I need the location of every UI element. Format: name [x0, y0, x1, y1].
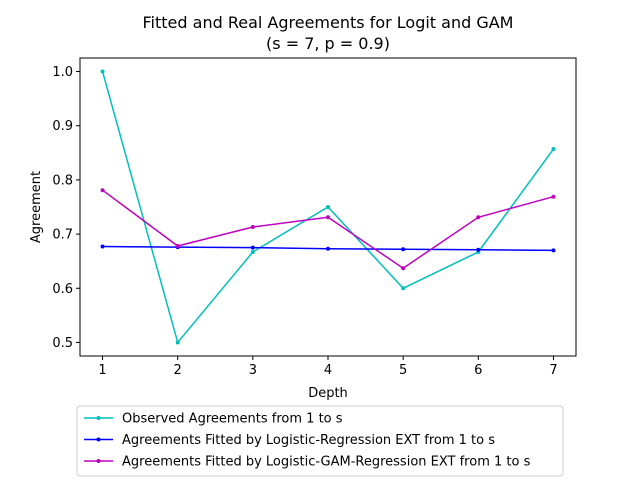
- chart-title: Fitted and Real Agreements for Logit and…: [143, 13, 514, 32]
- data-point-series-1: [175, 340, 180, 345]
- legend-label-3: Agreements Fitted by Logistic-GAM-Regres…: [122, 455, 531, 470]
- data-point-series-1: [401, 286, 406, 291]
- y-axis: 0.5 0.6 0.7 0.8 0.9 1.0: [52, 65, 80, 351]
- x-axis-label: Depth: [308, 386, 348, 401]
- x-tick-label: 6: [474, 363, 482, 378]
- y-axis-label: Agreement: [29, 171, 44, 243]
- data-point-series-3: [250, 225, 255, 230]
- legend-label-1: Observed Agreements from 1 to s: [122, 412, 343, 427]
- data-point-series-1: [100, 69, 105, 74]
- data-point-series-2: [100, 244, 105, 249]
- data-point-series-1: [551, 147, 556, 152]
- legend-marker-2: [96, 437, 101, 442]
- y-tick-label: 0.5: [52, 336, 73, 351]
- data-point-series-3: [100, 188, 105, 193]
- data-point-series-2: [476, 247, 481, 252]
- data-point-series-2: [551, 248, 556, 253]
- data-point-series-2: [401, 247, 406, 252]
- data-point-series-3: [175, 244, 180, 249]
- data-point-series-3: [326, 215, 330, 220]
- data-point-series-3: [551, 194, 556, 199]
- data-point-series-1: [326, 205, 330, 209]
- y-tick-label: 0.9: [52, 119, 73, 134]
- x-tick-label: 3: [249, 363, 257, 378]
- legend-box: [76, 405, 564, 477]
- data-point-series-3: [476, 215, 481, 220]
- legend: Observed Agreements from 1 to s Agreement…: [76, 405, 564, 477]
- x-tick-label: 2: [174, 363, 182, 378]
- x-tick-label: 5: [399, 363, 407, 378]
- series-line-3: [102, 189, 554, 270]
- y-tick-label: 0.6: [52, 282, 73, 297]
- plot-area: [100, 69, 556, 345]
- x-tick-label: 1: [98, 363, 106, 378]
- x-axis: 1 2 3 4 5 6 7: [98, 356, 558, 378]
- legend-label-2: Agreements Fitted by Logistic-Regression…: [122, 433, 495, 448]
- x-tick-label: 4: [324, 363, 332, 378]
- y-tick-label: 1.0: [52, 65, 73, 80]
- legend-marker-3: [96, 459, 101, 463]
- data-point-series-3: [401, 266, 406, 271]
- x-tick-label: 7: [549, 363, 557, 378]
- data-point-series-2: [250, 245, 255, 250]
- y-tick-label: 0.7: [52, 228, 73, 243]
- y-tick-label: 0.8: [52, 173, 73, 188]
- data-point-series-1: [250, 249, 255, 254]
- data-point-series-2: [326, 246, 330, 251]
- legend-marker-1: [96, 416, 101, 420]
- chart-subtitle: (s = 7, p = 0.9): [266, 34, 390, 53]
